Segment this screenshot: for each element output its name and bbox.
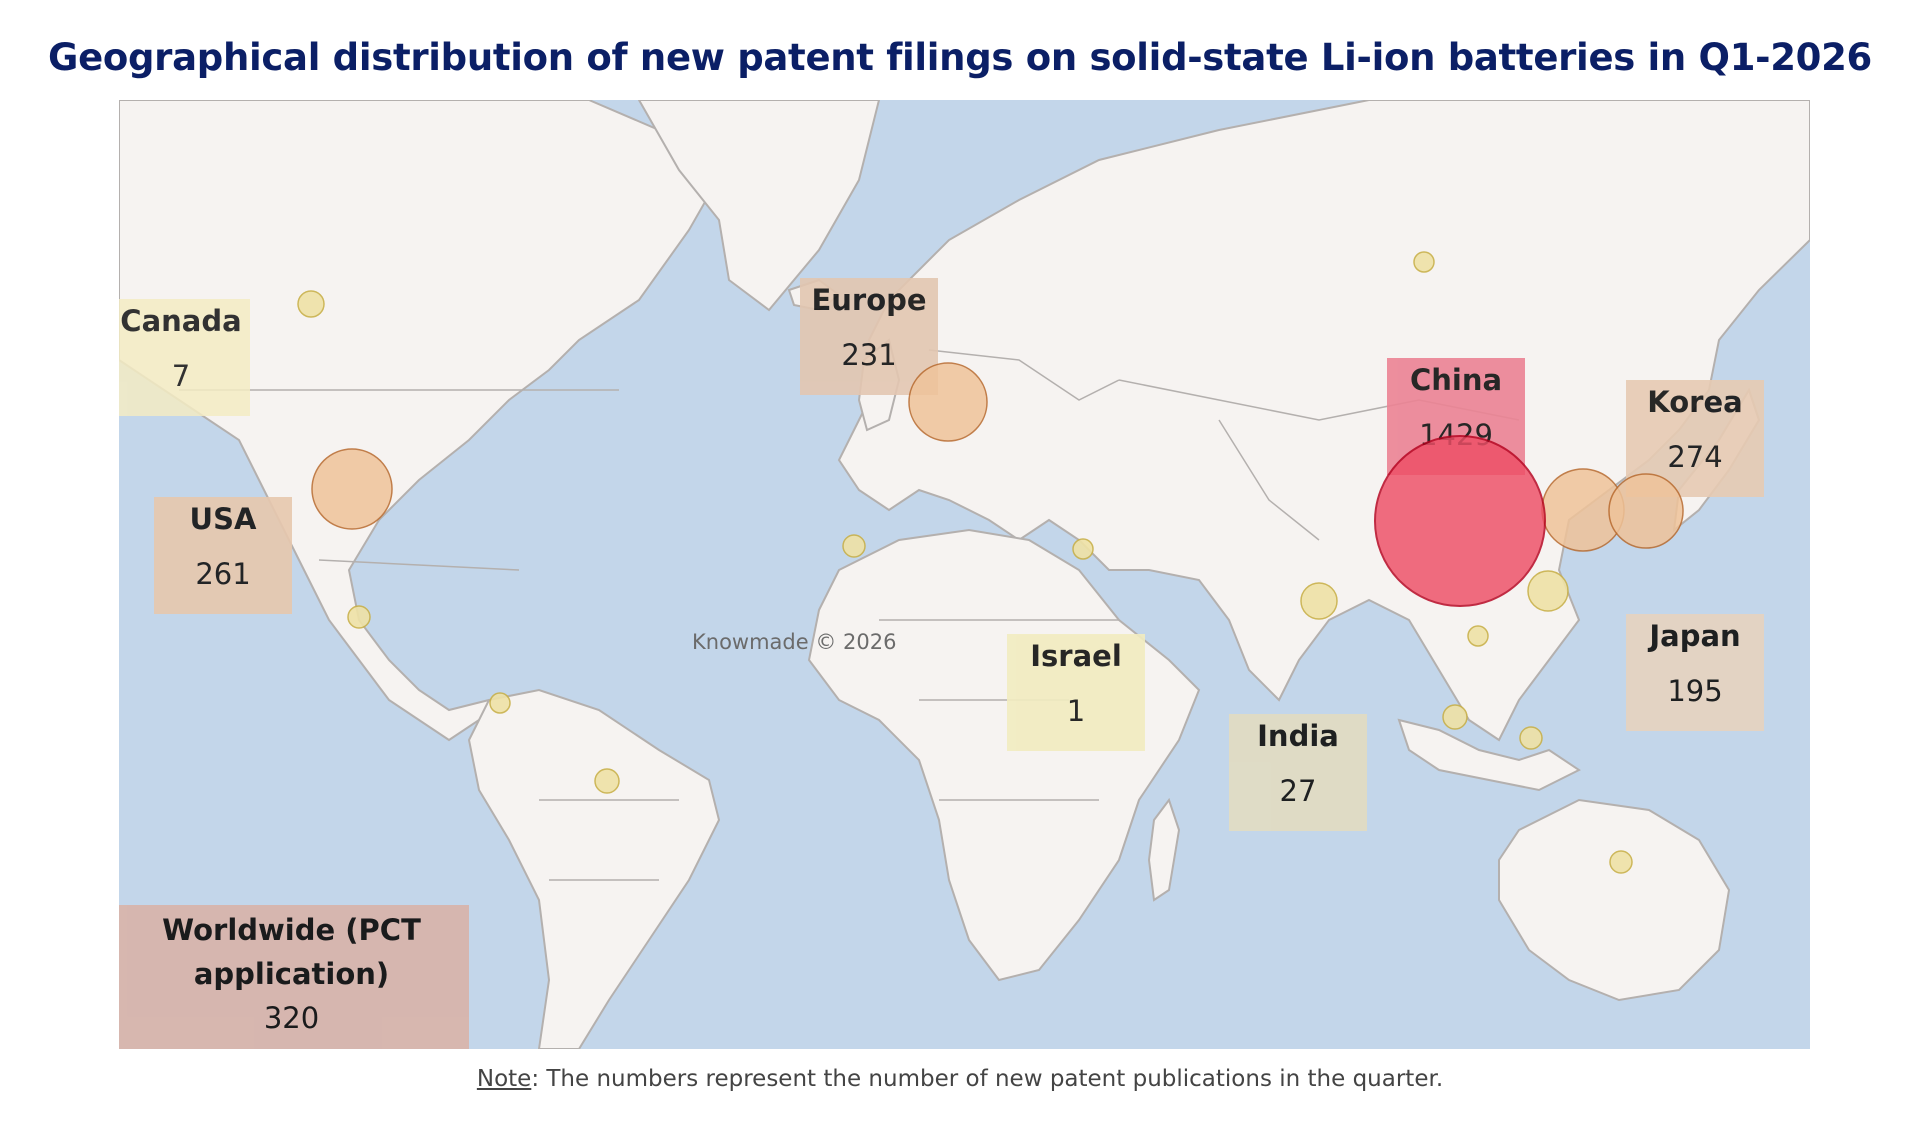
label-china-name: China [1409, 363, 1503, 397]
label-korea-count: 274 [1667, 440, 1723, 474]
label-india-name: India [1257, 719, 1339, 753]
label-europe-count: 231 [841, 338, 897, 372]
label-israel-count: 1 [1066, 694, 1086, 728]
label-israel-name: Israel [1030, 639, 1122, 673]
chart-title: Geographical distribution of new patent … [48, 36, 1872, 79]
label-worldwide-name: Worldwide (PCT application) [119, 908, 469, 996]
watermark: Knowmade © 2026 [692, 630, 897, 654]
south-america-land [467, 688, 721, 1049]
label-canada-name: Canada [120, 304, 242, 338]
label-worldwide-name-line2: application) [193, 957, 390, 991]
footnote-text: : The numbers represent the number of ne… [531, 1066, 1444, 1092]
footnote-prefix: Note [476, 1066, 532, 1092]
label-india: India 27 [1229, 714, 1367, 831]
label-japan-name: Japan [1649, 619, 1741, 653]
africa-land [807, 528, 1201, 982]
label-usa-name: USA [189, 502, 257, 536]
label-worldwide: Worldwide (PCT application) 320 [119, 905, 469, 1049]
label-japan-count: 195 [1667, 674, 1723, 708]
label-korea-name: Korea [1647, 385, 1743, 419]
label-japan: Japan 195 [1626, 614, 1764, 731]
label-worldwide-count: 320 [263, 1001, 320, 1035]
madagascar-land [1147, 797, 1181, 902]
label-europe-name: Europe [811, 283, 927, 317]
north-america-land [119, 100, 731, 742]
label-usa-count: 261 [195, 557, 251, 591]
world-map[interactable]: Knowmade © 2026 Canada 7 USA 261 Europe … [119, 100, 1810, 1049]
label-worldwide-name-line1: Worldwide (PCT [162, 913, 421, 947]
label-china-count: 1429 [1419, 418, 1493, 452]
label-canada-count: 7 [171, 359, 191, 393]
indonesia-land [1397, 718, 1581, 792]
label-europe: Europe 231 [800, 278, 938, 395]
label-korea: Korea 274 [1626, 380, 1764, 497]
eurasia-land [837, 100, 1810, 742]
label-canada: Canada 7 [119, 299, 250, 416]
footnote: Note: The numbers represent the number o… [0, 1066, 1920, 1092]
label-usa: USA 261 [154, 497, 292, 614]
greenland-land [637, 100, 881, 312]
label-india-count: 27 [1279, 774, 1317, 808]
label-israel: Israel 1 [1007, 634, 1145, 751]
label-china: China 1429 [1387, 358, 1525, 475]
australia-land [1498, 798, 1731, 1002]
